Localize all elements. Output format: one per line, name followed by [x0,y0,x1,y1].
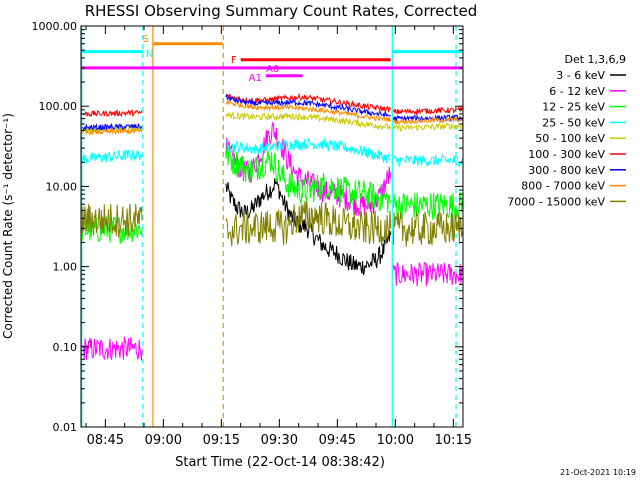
legend-label: 25 - 50 keV [542,116,605,129]
series-line [225,99,392,122]
x-axis-label: Start Time (22-Oct-14 08:38:42) [175,455,385,470]
x-tick-label: 10:15 [435,433,472,448]
series-line [81,149,143,164]
x-tick-label: 10:00 [377,433,414,448]
legend-label: 12 - 25 keV [542,101,605,114]
flag-bars: SN F A0 A1 [81,34,463,84]
y-tick-label: 10.00 [46,180,78,193]
x-tick-label: 09:45 [319,433,356,448]
series-layer [81,92,463,361]
series-line [225,178,392,276]
series-line [225,143,392,213]
series-line [225,94,391,118]
legend-label: 6 - 12 keV [549,85,605,98]
series-line [81,127,143,136]
legend-label: 3 - 6 keV [556,69,605,82]
y-tick-label: 100.00 [39,100,78,113]
series-line [392,191,463,220]
generated-timestamp: 21-Oct-2021 10:19 [560,468,636,477]
y-tick-label: 1.00 [53,261,78,274]
series-line [392,211,463,247]
x-tick-label: 09:30 [261,433,298,448]
x-axis: 08:45 09:00 09:15 09:30 09:45 10:00 10:15 [85,26,472,448]
y-tick-label: 0.01 [53,421,78,434]
legend-title: Det 1,3,6,9 [564,53,626,66]
legend-label: 7000 - 15000 keV [507,195,605,208]
x-tick-label: 08:45 [87,433,124,448]
flag-label: F [231,55,237,66]
y-axis: 1000.00 100.00 10.00 1.00 0.10 0.01 [32,20,463,434]
series-line [392,121,463,132]
plot-frame [80,25,464,428]
series-line [81,336,143,361]
series-line [392,114,463,123]
flag-label: A1 [249,73,262,84]
series-line [392,153,463,168]
series-line [225,111,392,131]
legend-label: 50 - 100 keV [535,132,605,145]
y-axis-label: Corrected Count Rate (s⁻¹ detector⁻¹) [1,113,15,339]
chart-title: RHESSI Observing Summary Count Rates, Co… [85,2,478,20]
series-line [225,200,392,247]
series-line [392,105,463,116]
flag-label: S [143,34,149,45]
legend-label: 800 - 7000 keV [521,180,605,193]
y-tick-label: 0.10 [53,341,78,354]
series-line [225,122,392,217]
series-line [392,261,463,287]
legend: Det 1,3,6,9 3 - 6 keV 6 - 12 keV 12 - 25 k… [507,53,626,208]
x-tick-label: 09:15 [203,433,240,448]
x-tick-label: 09:00 [145,433,182,448]
series-line [225,137,391,163]
vertical-markers [81,26,457,427]
y-tick-label: 1000.00 [32,20,78,33]
series-line [392,116,463,125]
series-line [81,203,143,238]
series-line [82,109,143,118]
flag-label: A0 [266,64,279,75]
legend-label: 300 - 800 keV [528,164,605,177]
flag-label: N [146,49,153,60]
legend-label: 100 - 300 keV [528,148,605,161]
